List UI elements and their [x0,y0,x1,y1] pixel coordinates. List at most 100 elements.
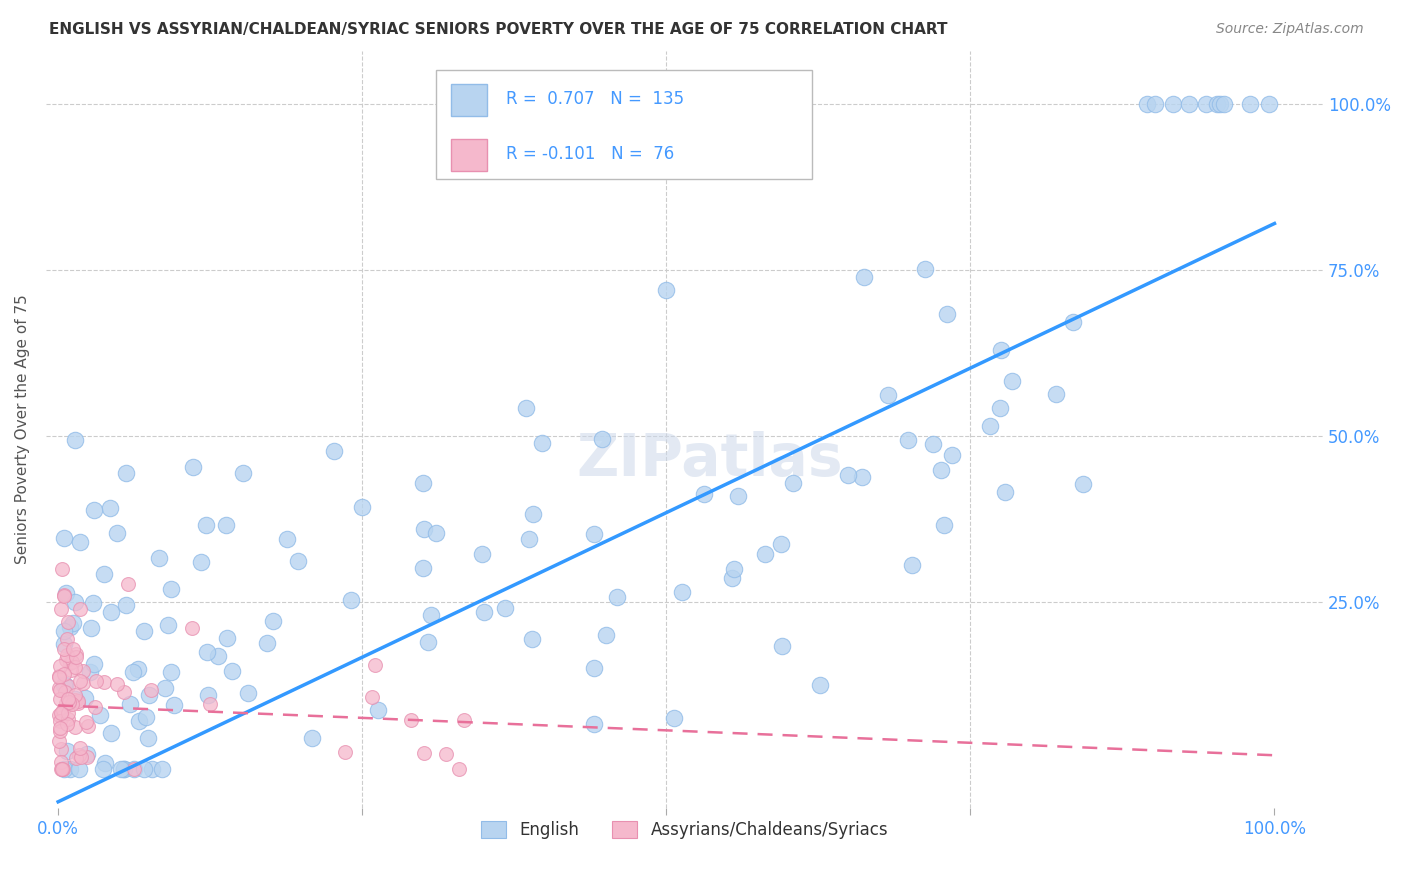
Point [333,745,356,759]
Point [852,270,875,285]
Point [51,756,73,770]
Point [232,467,254,481]
Point [52,642,75,657]
Point [84,673,107,688]
Point [453,713,475,727]
Point [163,698,186,712]
Text: Source: ZipAtlas.com: Source: ZipAtlas.com [1216,22,1364,37]
Point [180,621,202,635]
Point [51,762,73,776]
Point [79,665,101,679]
Point [53,589,76,603]
Point [98,500,121,515]
Point [91,762,114,776]
Point [49,762,72,776]
Point [49,706,72,721]
FancyBboxPatch shape [436,70,813,179]
Point [112,684,135,698]
Point [582,717,605,731]
Point [51,762,73,776]
Point [671,585,693,599]
Point [664,711,686,725]
Point [58,695,80,709]
Point [770,639,793,653]
Point [837,467,859,482]
Point [360,690,382,705]
Point [922,436,945,450]
Point [70,749,93,764]
Point [472,605,495,619]
Point [181,459,204,474]
Point [69,740,91,755]
Point [1213,96,1236,111]
Point [693,487,716,501]
Point [117,577,139,591]
Point [63,659,86,673]
Text: R =  0.707   N =  135: R = 0.707 N = 135 [506,90,683,108]
Point [138,688,160,702]
Point [197,688,219,702]
Point [52,666,75,681]
Point [51,710,73,724]
Point [221,664,243,678]
Point [122,665,145,679]
FancyBboxPatch shape [451,139,486,170]
Point [49,658,72,673]
Point [256,636,278,650]
Point [929,463,952,477]
Point [65,650,87,665]
Point [65,750,87,764]
Point [190,555,212,569]
Point [1239,96,1261,111]
Point [48,681,70,695]
Point [530,435,553,450]
Point [53,678,76,692]
Point [148,550,170,565]
Point [434,747,457,762]
Point [135,710,157,724]
Point [120,697,142,711]
Point [62,641,84,656]
Point [606,591,628,605]
Point [93,675,115,690]
Point [770,537,793,551]
Text: ENGLISH VS ASSYRIAN/CHALDEAN/SYRIAC SENIORS POVERTY OVER THE AGE OF 75 CORRELATI: ENGLISH VS ASSYRIAN/CHALDEAN/SYRIAC SENI… [49,22,948,37]
Point [49,691,72,706]
Point [522,507,544,521]
Point [1195,96,1218,111]
Point [262,614,284,628]
Point [53,762,76,776]
Point [49,682,72,697]
Point [69,535,91,549]
Point [110,762,132,776]
Point [301,731,323,745]
Point [100,605,122,619]
Point [77,718,100,732]
Point [52,703,75,717]
Point [59,620,82,634]
Point [122,762,145,776]
Point [160,665,183,679]
Point [72,676,94,690]
Point [1209,96,1232,111]
Point [76,747,98,761]
Point [340,593,363,607]
Point [115,466,138,480]
Point [105,526,128,541]
FancyBboxPatch shape [451,84,486,116]
Point [782,475,804,490]
Point [51,601,73,615]
Point [1045,387,1067,401]
Point [449,762,471,776]
Point [67,697,90,711]
Point [128,714,150,729]
Point [72,665,94,679]
Point [83,503,105,517]
Point [195,645,218,659]
Point [990,343,1012,357]
Point [55,632,77,647]
Point [65,433,87,447]
Point [48,707,70,722]
Point [517,532,540,546]
Point [1161,96,1184,111]
